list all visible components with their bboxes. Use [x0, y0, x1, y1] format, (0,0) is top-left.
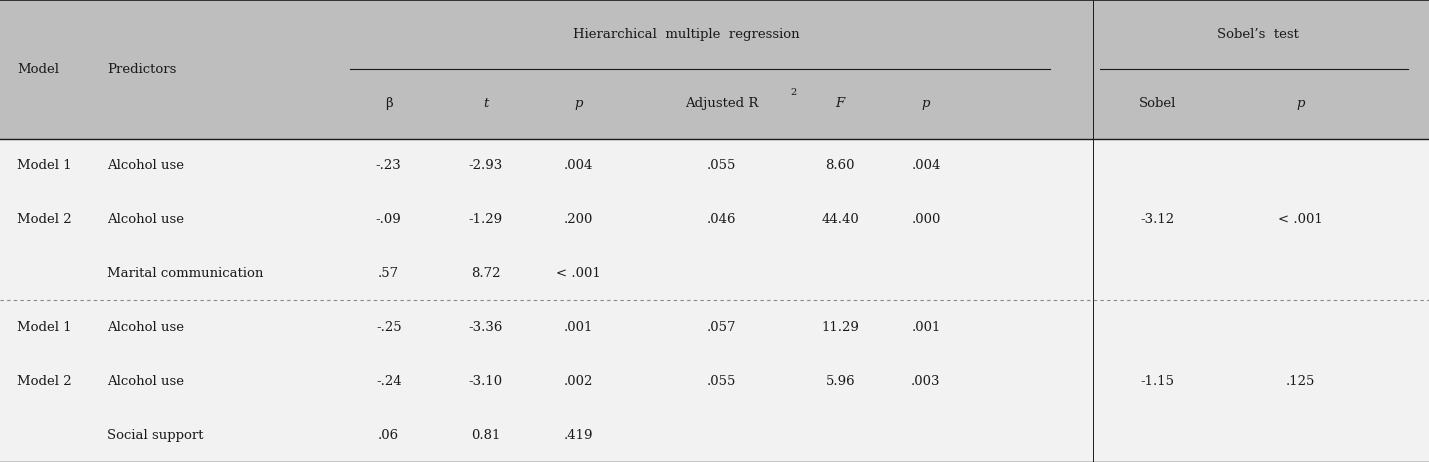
Text: .125: .125 [1286, 375, 1315, 388]
Text: p: p [922, 97, 930, 110]
Text: -1.15: -1.15 [1140, 375, 1175, 388]
Text: p: p [574, 97, 583, 110]
Text: Social support: Social support [107, 429, 204, 442]
Text: .003: .003 [912, 375, 940, 388]
Text: 8.72: 8.72 [472, 267, 500, 280]
Text: Model 1: Model 1 [17, 321, 71, 334]
Text: Model 2: Model 2 [17, 375, 71, 388]
Text: F: F [836, 97, 845, 110]
Text: .002: .002 [564, 375, 593, 388]
Text: Model: Model [17, 63, 59, 76]
Text: Predictors: Predictors [107, 63, 177, 76]
Text: .055: .055 [707, 159, 736, 172]
Text: < .001: < .001 [1278, 213, 1323, 226]
Bar [0, 139, 1429, 462]
Text: Alcohol use: Alcohol use [107, 213, 184, 226]
Text: p: p [1296, 97, 1305, 110]
Text: .001: .001 [912, 321, 940, 334]
Text: < .001: < .001 [556, 267, 602, 280]
Text: -.23: -.23 [376, 159, 402, 172]
Text: 5.96: 5.96 [826, 375, 855, 388]
Text: 8.60: 8.60 [826, 159, 855, 172]
Text: Sobel’s  test: Sobel’s test [1216, 28, 1299, 41]
Text: 2: 2 [790, 88, 796, 97]
Text: .57: .57 [379, 267, 399, 280]
Text: .055: .055 [707, 375, 736, 388]
Text: .419: .419 [564, 429, 593, 442]
Text: -3.10: -3.10 [469, 375, 503, 388]
Text: 11.29: 11.29 [822, 321, 859, 334]
Text: -3.36: -3.36 [469, 321, 503, 334]
Text: Model 1: Model 1 [17, 159, 71, 172]
Text: Adjusted R: Adjusted R [684, 97, 759, 110]
Text: -2.93: -2.93 [469, 159, 503, 172]
Text: .004: .004 [564, 159, 593, 172]
Text: -3.12: -3.12 [1140, 213, 1175, 226]
Text: Alcohol use: Alcohol use [107, 321, 184, 334]
Text: .057: .057 [707, 321, 736, 334]
Text: -.24: -.24 [376, 375, 402, 388]
Text: Hierarchical  multiple  regression: Hierarchical multiple regression [573, 28, 799, 41]
Text: .200: .200 [564, 213, 593, 226]
Text: 0.81: 0.81 [472, 429, 500, 442]
Text: .001: .001 [564, 321, 593, 334]
Text: Sobel: Sobel [1139, 97, 1176, 110]
Text: .004: .004 [912, 159, 940, 172]
Text: .000: .000 [912, 213, 940, 226]
Text: β: β [384, 97, 393, 110]
Text: t: t [483, 97, 489, 110]
Text: .046: .046 [707, 213, 736, 226]
Text: .06: .06 [379, 429, 399, 442]
Text: -.09: -.09 [376, 213, 402, 226]
Text: Alcohol use: Alcohol use [107, 159, 184, 172]
Text: Model 2: Model 2 [17, 213, 71, 226]
Text: -.25: -.25 [376, 321, 402, 334]
Text: -1.29: -1.29 [469, 213, 503, 226]
Text: Alcohol use: Alcohol use [107, 375, 184, 388]
Bar [0, 0, 1429, 139]
Text: 44.40: 44.40 [822, 213, 859, 226]
Text: Marital communication: Marital communication [107, 267, 263, 280]
